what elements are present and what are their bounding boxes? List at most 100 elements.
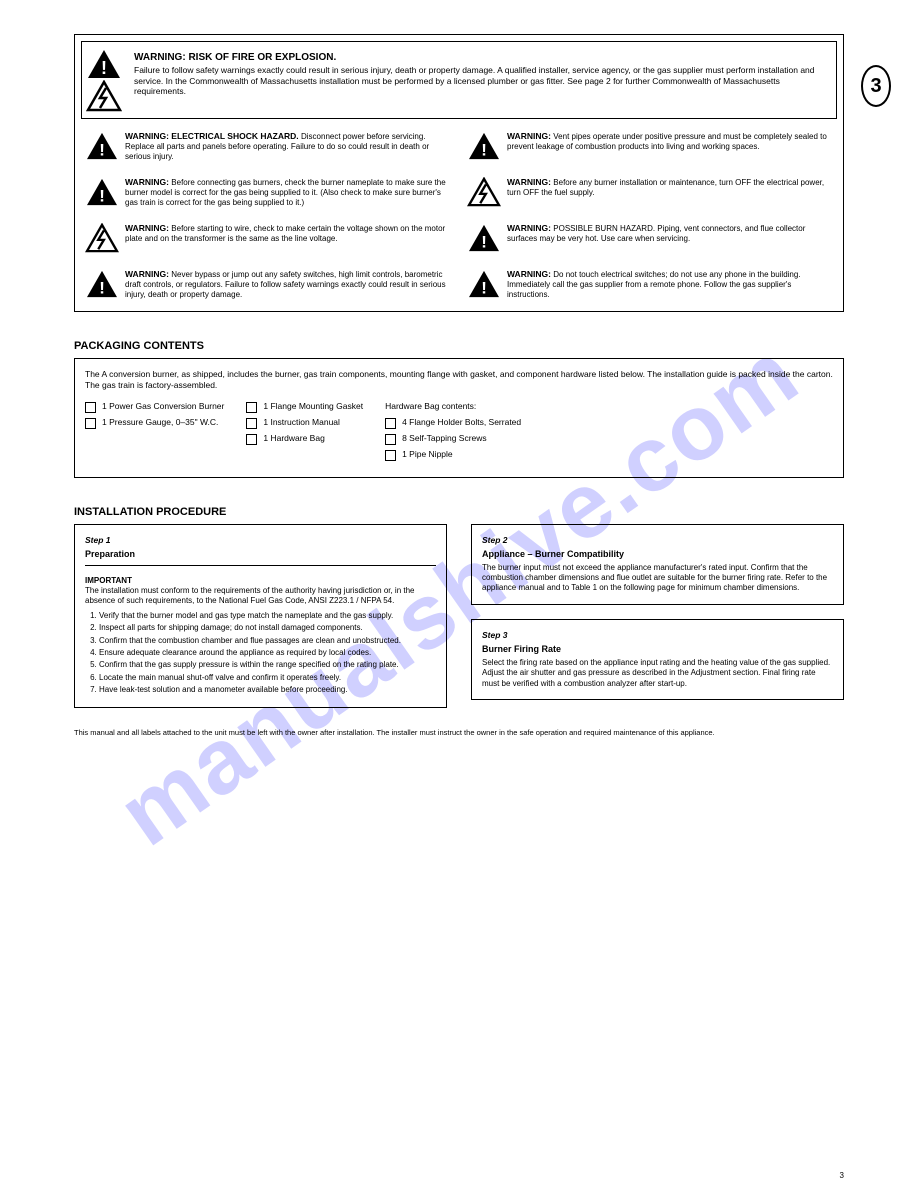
- step3-num: Step 3: [482, 630, 508, 640]
- warning-icon: !: [85, 177, 119, 209]
- step2-body: The burner input must not exceed the app…: [482, 563, 833, 594]
- step3-box: Step 3 Burner Firing Rate Select the fir…: [471, 619, 844, 700]
- warning-text: WARNING: Before any burner installation …: [507, 177, 833, 198]
- left-warning-row: WARNING: Before starting to wire, check …: [85, 223, 451, 255]
- warning-col-left: ! WARNING: ELECTRICAL SHOCK HAZARD. Disco…: [85, 131, 451, 301]
- step1-rule: [85, 565, 436, 566]
- svg-text:!: !: [99, 186, 105, 205]
- svg-text:!: !: [99, 278, 105, 297]
- step1-list: Verify that the burner model and gas typ…: [85, 611, 436, 696]
- warning-text: WARNING: ELECTRICAL SHOCK HAZARD. Discon…: [125, 131, 451, 162]
- warning-columns: ! WARNING: ELECTRICAL SHOCK HAZARD. Disco…: [81, 131, 837, 301]
- warning-icon: !: [85, 269, 119, 301]
- packaging-item-label: 8 Self-Tapping Screws: [402, 433, 487, 444]
- packaging-item: 4 Flange Holder Bolts, Serrated: [385, 417, 521, 429]
- primary-warning-icons: !: [82, 42, 126, 118]
- step1-subtitle: Preparation: [85, 549, 436, 559]
- primary-warning-body: Failure to follow safety warnings exactl…: [134, 65, 828, 97]
- warning-icon: !: [467, 269, 501, 301]
- packaging-intro: The A conversion burner, as shipped, inc…: [85, 369, 833, 391]
- page-footer-number: 3: [840, 1171, 844, 1180]
- step3-body: Select the firing rate based on the appl…: [482, 658, 833, 689]
- warning-text: WARNING: Vent pipes operate under positi…: [507, 131, 833, 152]
- warning-icon: !: [467, 223, 501, 255]
- step1-list-item: Locate the main manual shut-off valve an…: [99, 673, 436, 683]
- primary-warning-heading: WARNING: RISK OF FIRE OR EXPLOSION.: [134, 52, 828, 63]
- step3-subtitle: Burner Firing Rate: [482, 644, 833, 654]
- packaging-item: 8 Self-Tapping Screws: [385, 433, 521, 445]
- packaging-item: 1 Pressure Gauge, 0–35" W.C.: [85, 417, 224, 429]
- svg-text:!: !: [481, 140, 487, 159]
- packaging-col-2: 1 Flange Mounting Gasket 1 Instruction Ma…: [246, 401, 363, 460]
- primary-warning-text: WARNING: RISK OF FIRE OR EXPLOSION. Fail…: [126, 42, 836, 118]
- primary-warning-box: ! WARNING: RISK OF FIRE OR EXPLOSION. Fa…: [81, 41, 837, 119]
- svg-text:!: !: [101, 58, 107, 78]
- right-warning-row: ! WARNING: Vent pipes operate under posit…: [467, 131, 833, 163]
- packaging-columns: 1 Power Gas Conversion Burner 1 Pressure …: [85, 401, 833, 460]
- packaging-box: The A conversion burner, as shipped, inc…: [74, 358, 844, 478]
- packaging-item: 1 Instruction Manual: [246, 417, 363, 429]
- packaging-item-label: 1 Pipe Nipple: [402, 449, 453, 460]
- left-warning-row: ! WARNING: Before connecting gas burners,…: [85, 177, 451, 209]
- checkbox-icon: [85, 418, 96, 429]
- step1-list-item: Have leak-test solution and a manometer …: [99, 685, 436, 695]
- packaging-item: 1 Power Gas Conversion Burner: [85, 401, 224, 413]
- warning-icon: !: [85, 131, 119, 163]
- warning-heading: WARNING:: [507, 223, 553, 233]
- packaging-item-label: Hardware Bag contents:: [385, 401, 476, 412]
- packaging-item-label: 1 Instruction Manual: [263, 417, 340, 428]
- packaging-item-label: 1 Flange Mounting Gasket: [263, 401, 363, 412]
- svg-text:!: !: [481, 232, 487, 251]
- warning-heading: WARNING:: [507, 177, 553, 187]
- packaging-col-3: Hardware Bag contents: 4 Flange Holder Bo…: [385, 401, 521, 460]
- packaging-item-label: 1 Pressure Gauge, 0–35" W.C.: [102, 417, 218, 428]
- step1-note: The installation must conform to the req…: [85, 586, 436, 607]
- warning-body: Before starting to wire, check to make c…: [125, 224, 445, 243]
- step1-num: Step 1: [85, 535, 111, 545]
- shock-icon: [85, 223, 119, 255]
- warning-body: Vent pipes operate under positive pressu…: [507, 132, 827, 151]
- packaging-item-label: 1 Power Gas Conversion Burner: [102, 401, 224, 412]
- warning-body: Never bypass or jump out any safety swit…: [125, 270, 446, 299]
- warning-heading: WARNING:: [125, 269, 171, 279]
- warning-heading: WARNING:: [125, 223, 171, 233]
- right-warning-row: ! WARNING: Do not touch electrical switch…: [467, 269, 833, 301]
- checkbox-icon: [385, 434, 396, 445]
- step1-heading: Step 1: [85, 535, 436, 545]
- footnote: This manual and all labels attached to t…: [74, 728, 844, 737]
- checkbox-icon: [385, 418, 396, 429]
- step1-important-label: IMPORTANT: [85, 576, 132, 585]
- step2-subtitle: Appliance – Burner Compatibility: [482, 549, 833, 559]
- step1-list-item: Ensure adequate clearance around the app…: [99, 648, 436, 658]
- step1-list-item: Inspect all parts for shipping damage; d…: [99, 623, 436, 633]
- warning-text: WARNING: POSSIBLE BURN HAZARD. Piping, v…: [507, 223, 833, 244]
- shock-icon: [86, 80, 122, 112]
- warning-icon: !: [86, 48, 122, 80]
- install-row: Step 1 Preparation IMPORTANT The install…: [74, 524, 844, 709]
- warning-text: WARNING: Do not touch electrical switche…: [507, 269, 833, 300]
- step2-heading: Step 2: [482, 535, 833, 545]
- right-warning-row: ! WARNING: POSSIBLE BURN HAZARD. Piping, …: [467, 223, 833, 255]
- warning-col-right: ! WARNING: Vent pipes operate under posit…: [467, 131, 833, 301]
- left-warning-row: ! WARNING: Never bypass or jump out any s…: [85, 269, 451, 301]
- install-col-left: Step 1 Preparation IMPORTANT The install…: [74, 524, 447, 709]
- warning-heading: WARNING: ELECTRICAL SHOCK HAZARD.: [125, 131, 301, 141]
- checkbox-icon: [246, 434, 257, 445]
- warning-heading: WARNING:: [507, 131, 553, 141]
- right-warning-row: WARNING: Before any burner installation …: [467, 177, 833, 209]
- step2-num: Step 2: [482, 535, 508, 545]
- step2-box: Step 2 Appliance – Burner Compatibility …: [471, 524, 844, 605]
- left-warning-row: ! WARNING: ELECTRICAL SHOCK HAZARD. Disco…: [85, 131, 451, 163]
- install-col-right: Step 2 Appliance – Burner Compatibility …: [471, 524, 844, 709]
- section-title-install: INSTALLATION PROCEDURE: [74, 506, 844, 518]
- svg-text:!: !: [481, 278, 487, 297]
- packaging-item-label: 4 Flange Holder Bolts, Serrated: [402, 417, 521, 428]
- step1-list-item: Confirm that the gas supply pressure is …: [99, 660, 436, 670]
- warning-text: WARNING: Before connecting gas burners, …: [125, 177, 451, 208]
- step1-list-item: Confirm that the combustion chamber and …: [99, 636, 436, 646]
- packaging-item: 1 Pipe Nipple: [385, 449, 521, 461]
- packaging-item: 1 Hardware Bag: [246, 433, 363, 445]
- warning-body: Before connecting gas burners, check the…: [125, 178, 446, 207]
- svg-text:!: !: [99, 140, 105, 159]
- warning-body: Before any burner installation or mainte…: [507, 178, 824, 197]
